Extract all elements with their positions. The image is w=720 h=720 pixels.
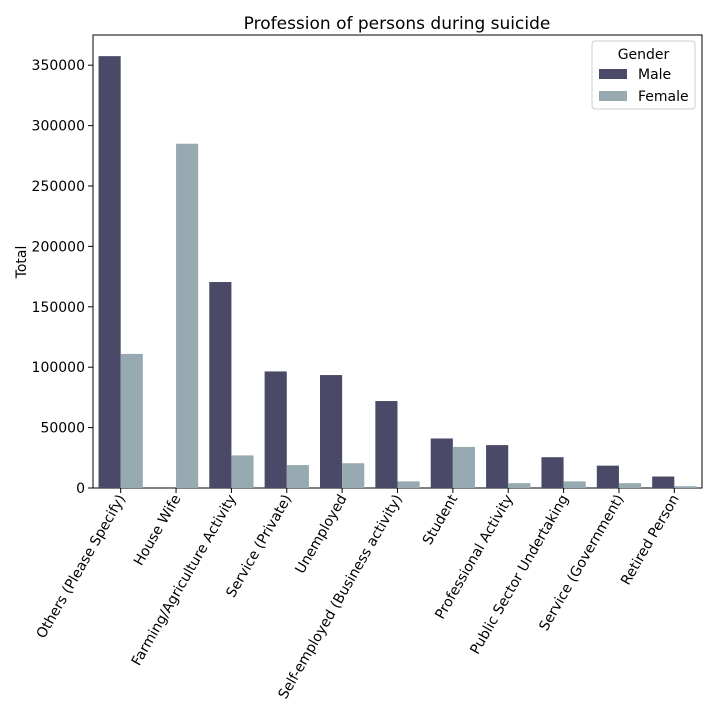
y-tick-label: 250000 <box>32 179 85 195</box>
y-tick-label: 300000 <box>32 119 85 135</box>
bar-female <box>120 353 143 488</box>
y-axis: 0 50000 100000 150000 200000 250000 300000 3500… <box>32 58 93 497</box>
x-tick-label: Unemployed <box>292 492 350 577</box>
bar-male <box>264 371 287 488</box>
x-axis: Others (Please Specify) House WifeFarming… <box>34 488 683 702</box>
bar-male <box>652 476 675 488</box>
y-tick-label: 0 <box>76 481 85 497</box>
bar-male <box>486 445 509 488</box>
legend-swatch-male <box>599 69 627 79</box>
legend-label-female: Female <box>638 89 689 105</box>
x-tick-label: Farming/Agriculture Activity <box>129 492 240 669</box>
bar-female <box>176 143 199 488</box>
bar-male <box>596 465 619 488</box>
y-tick-label: 100000 <box>32 360 85 376</box>
y-tick-label: 200000 <box>32 239 85 255</box>
bars <box>98 56 697 488</box>
bar-female <box>452 446 476 488</box>
bar-female <box>231 455 254 488</box>
bar-female <box>618 483 642 488</box>
x-tick-label: Student <box>420 492 462 548</box>
legend-label-male: Male <box>638 67 671 83</box>
x-tick-label: Retired Person <box>618 492 683 588</box>
bar-male <box>541 457 564 488</box>
legend: Gender Male Female <box>591 40 696 110</box>
bar-male <box>209 282 232 488</box>
bar-female <box>674 486 697 488</box>
bar-male <box>319 375 343 488</box>
y-axis-label: Total <box>14 246 30 280</box>
x-tick-label: Self-employed (Business activity) <box>276 492 406 702</box>
x-tick-label: Public Sector Undertaking <box>467 492 572 657</box>
y-tick-label: 350000 <box>32 58 85 74</box>
bar-male <box>98 56 121 488</box>
legend-swatch-female <box>599 91 627 101</box>
y-tick-label: 150000 <box>32 300 85 316</box>
bar-female <box>286 465 309 488</box>
x-tick-label: House Wife <box>131 492 185 569</box>
y-tick-label: 50000 <box>40 421 85 437</box>
bar-male <box>375 401 398 488</box>
chart-title: Profession of persons during suicide <box>244 14 551 34</box>
bar-female <box>397 481 420 488</box>
bar-male <box>430 438 453 488</box>
bar-female <box>508 483 531 488</box>
bar-female <box>342 463 365 488</box>
bar-female <box>563 481 586 488</box>
x-tick-label: Others (Please Specify) <box>34 492 129 641</box>
legend-title: Gender <box>618 47 670 63</box>
